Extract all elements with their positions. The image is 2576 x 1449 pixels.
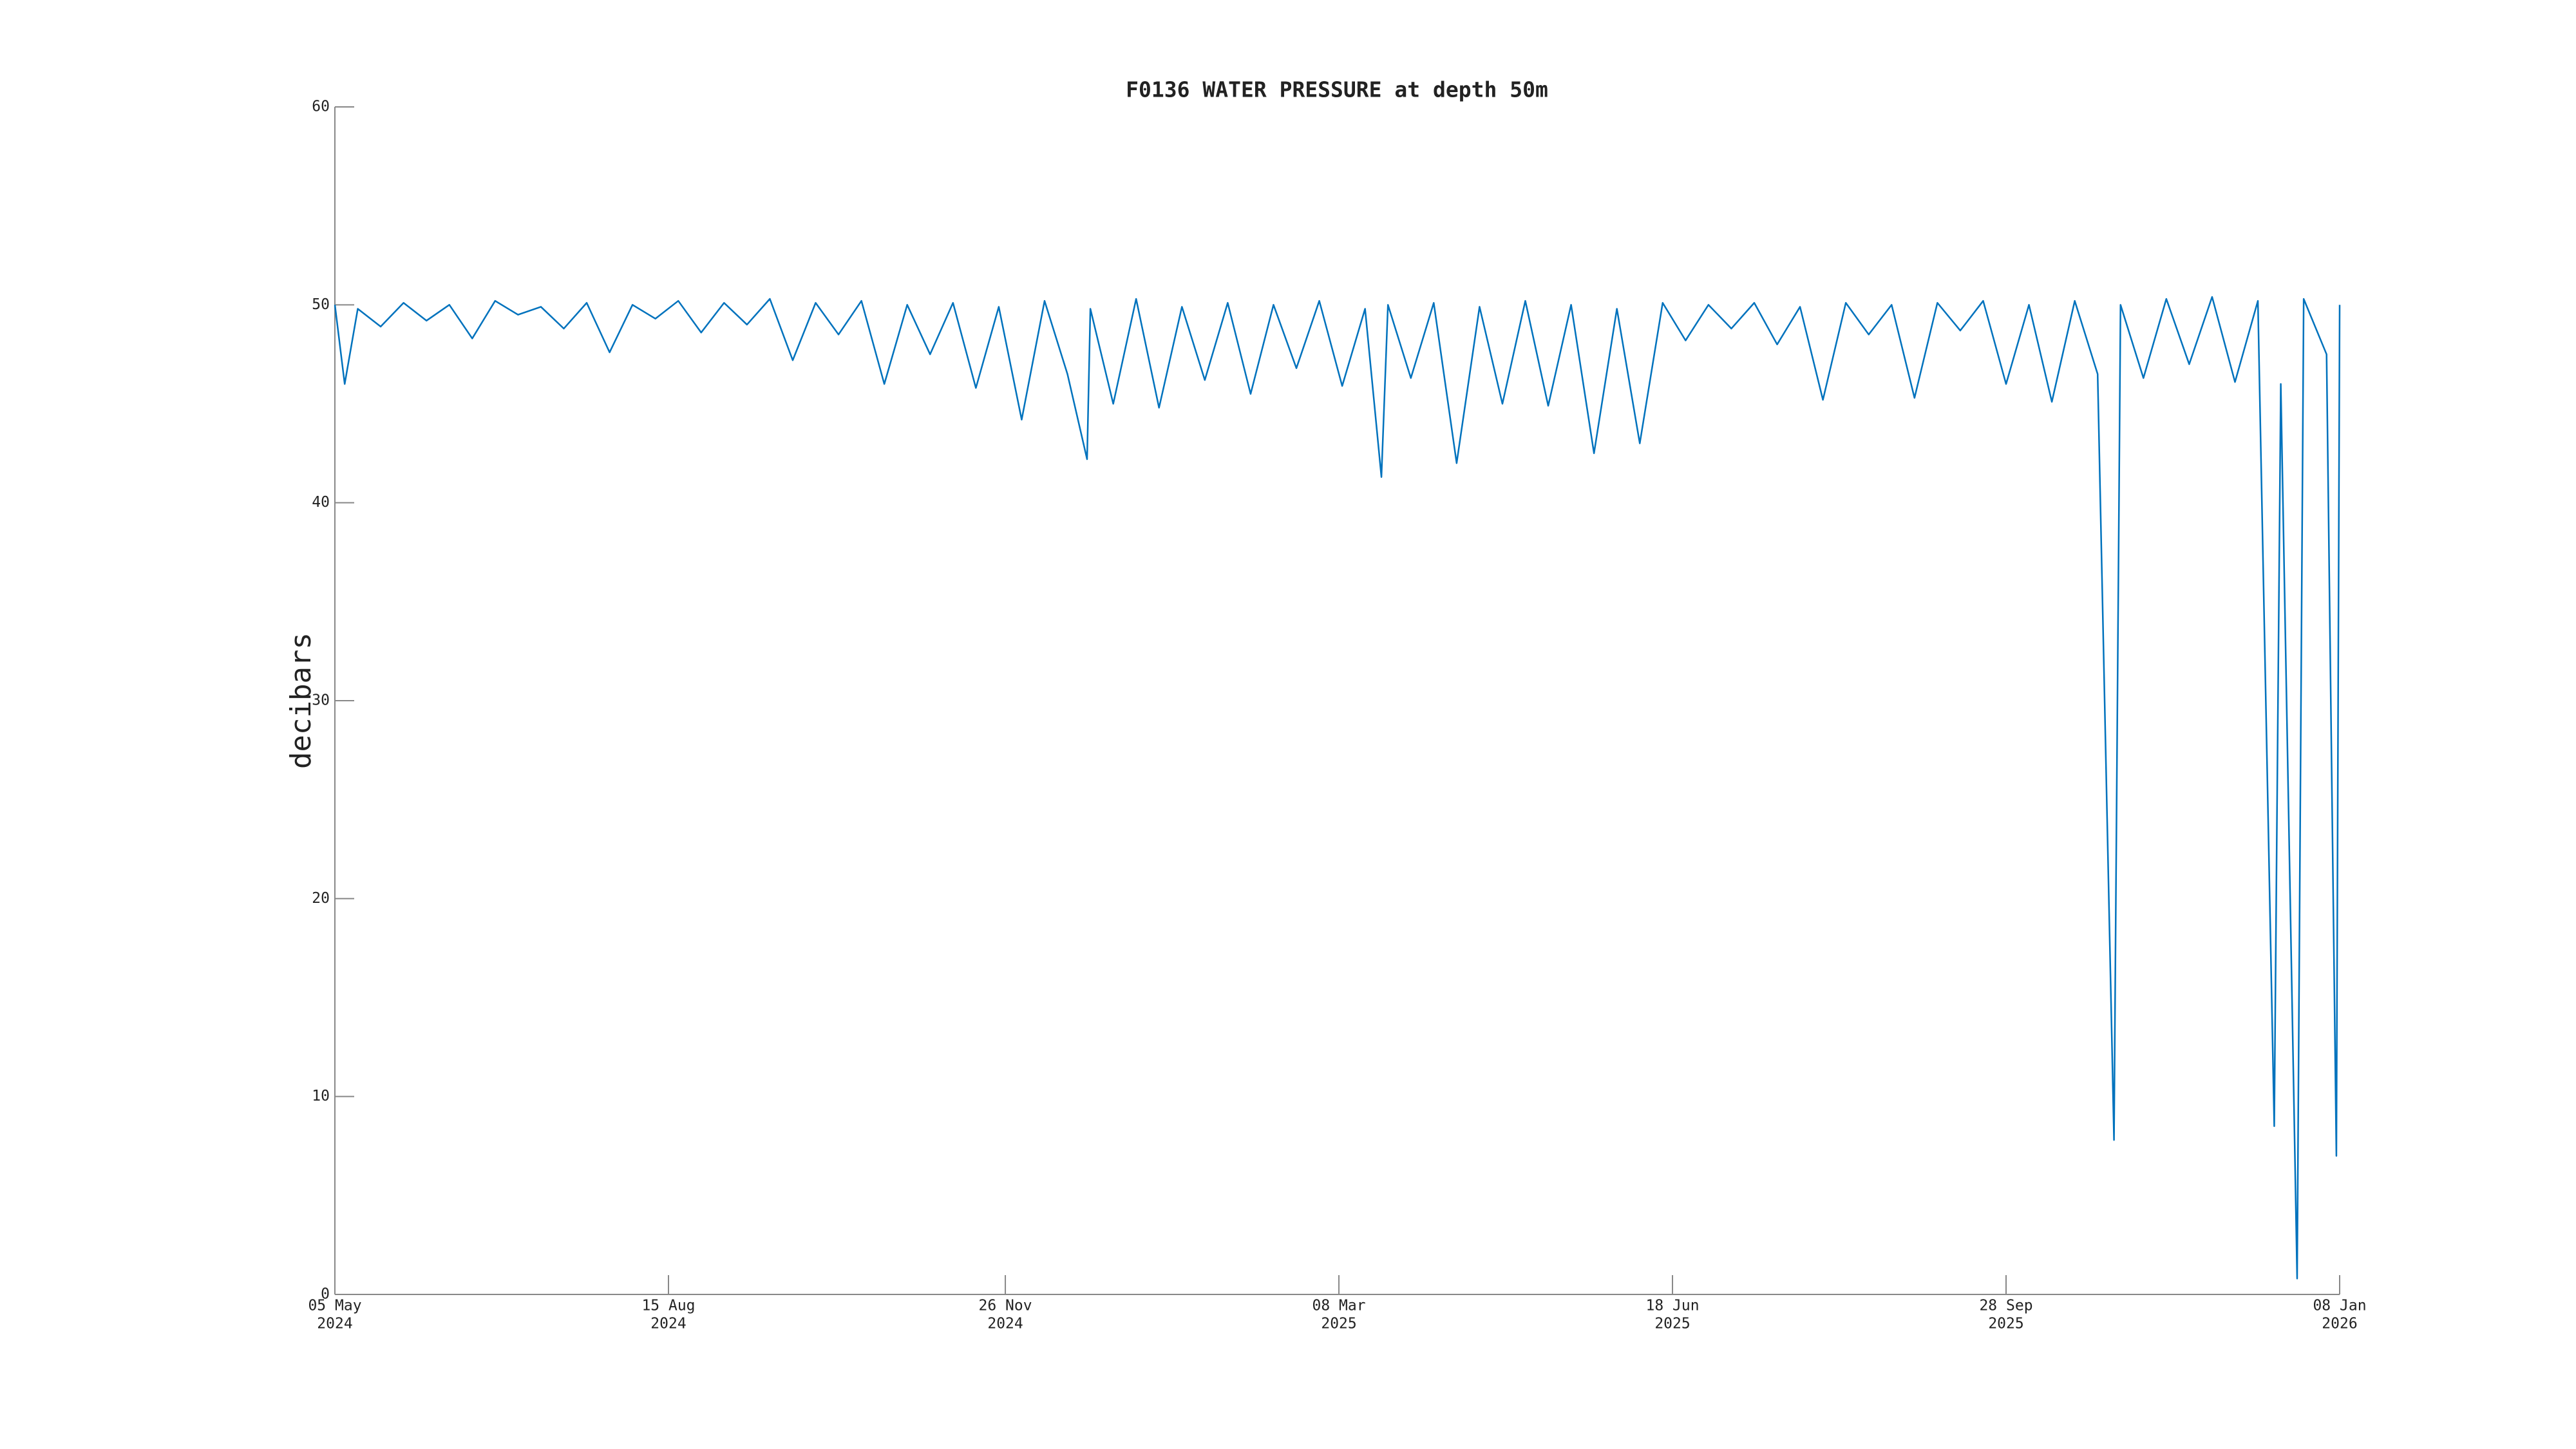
x-tick-label: 28 Sep bbox=[1979, 1298, 2032, 1314]
x-tick-label: 2024 bbox=[650, 1316, 686, 1332]
y-tick-label: 50 bbox=[312, 296, 330, 313]
data-line bbox=[334, 296, 2341, 1280]
x-tick-label: 2026 bbox=[2322, 1316, 2357, 1332]
y-tick-label: 20 bbox=[312, 890, 330, 907]
y-tick-label: 10 bbox=[312, 1088, 330, 1104]
y-tick-label: 0 bbox=[321, 1286, 330, 1303]
x-tick-label: 2024 bbox=[317, 1316, 352, 1332]
x-tick-label: 2025 bbox=[1988, 1316, 2023, 1332]
x-tick-label: 26 Nov bbox=[979, 1298, 1032, 1314]
x-tick-label: 15 Aug bbox=[641, 1298, 695, 1314]
y-tick-label: 60 bbox=[312, 99, 330, 115]
y-tick-label: 30 bbox=[312, 692, 330, 709]
x-tick-label: 2025 bbox=[1321, 1316, 1356, 1332]
x-tick-label: 2025 bbox=[1654, 1316, 1690, 1332]
chart-title: F0136 WATER PRESSURE at depth 50m bbox=[1126, 77, 1548, 102]
x-tick-label: 2024 bbox=[987, 1316, 1023, 1332]
x-tick-label: 05 May bbox=[308, 1298, 361, 1314]
x-tick-label: 08 Mar bbox=[1312, 1298, 1365, 1314]
x-tick-label: 08 Jan bbox=[2313, 1298, 2366, 1314]
x-tick-label: 18 Jun bbox=[1645, 1298, 1699, 1314]
y-axis-label: decibars bbox=[285, 632, 317, 769]
y-tick-label: 40 bbox=[312, 494, 330, 511]
